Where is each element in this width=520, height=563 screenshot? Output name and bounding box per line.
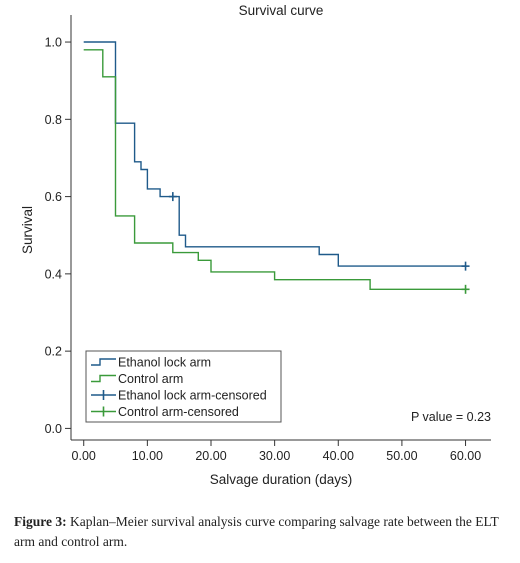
x-tick-label: 50.00 xyxy=(386,449,417,463)
figure-caption: Figure 3: Kaplan–Meier survival analysis… xyxy=(14,512,510,552)
survival-chart: Survival curve 0.0 0.2 0.4 0.6 0.8 1.0 0.00 10.… xyxy=(20,3,491,487)
chart-title: Survival curve xyxy=(239,3,324,18)
legend-label-1: Control arm xyxy=(118,372,183,386)
legend-label-0: Ethanol lock arm xyxy=(118,356,211,370)
series-layer xyxy=(83,41,470,294)
y-tick-label: 0.2 xyxy=(45,345,62,359)
caption-text: Kaplan–Meier survival analysis curve com… xyxy=(14,514,499,549)
series-line-1 xyxy=(83,49,466,290)
chart-legend: Ethanol lock arm Control arm Ethanol lock … xyxy=(85,350,282,423)
y-tick-label: 0.4 xyxy=(45,267,62,281)
caption-label: Figure 3: xyxy=(14,514,67,529)
x-tick-label: 40.00 xyxy=(323,449,354,463)
legend-box xyxy=(85,350,282,423)
legend-swatch-3 xyxy=(91,406,116,417)
x-tick-label: 10.00 xyxy=(132,449,163,463)
series-line-0 xyxy=(83,41,466,267)
y-tick-label: 0.6 xyxy=(45,190,62,204)
x-tick-label: 60.00 xyxy=(450,449,481,463)
x-tick-label: 0.00 xyxy=(72,449,96,463)
p-value-annotation: P value = 0.23 xyxy=(411,410,491,424)
y-axis-label: Survival xyxy=(20,206,35,254)
legend-swatch-1 xyxy=(91,374,116,383)
x-axis-label: Salvage duration (days) xyxy=(210,472,353,487)
x-tick-label: 30.00 xyxy=(259,449,290,463)
censor-marker-1 xyxy=(461,284,470,294)
censor-marker-0 xyxy=(461,261,470,271)
legend-swatch-0 xyxy=(91,358,116,366)
y-tick-label: 0.8 xyxy=(45,113,62,127)
y-tick-label: 1.0 xyxy=(45,36,62,50)
legend-label-2: Ethanol lock arm-censored xyxy=(118,389,267,403)
x-tick-label: 20.00 xyxy=(195,449,226,463)
censor-marker-0 xyxy=(168,192,177,202)
legend-swatch-2 xyxy=(91,390,116,400)
chart-axes: 0.0 0.2 0.4 0.6 0.8 1.0 0.00 10.00 20.00 30.00 40.… xyxy=(45,15,491,463)
legend-label-3: Control arm-censored xyxy=(118,405,239,419)
y-tick-label: 0.0 xyxy=(45,422,62,436)
